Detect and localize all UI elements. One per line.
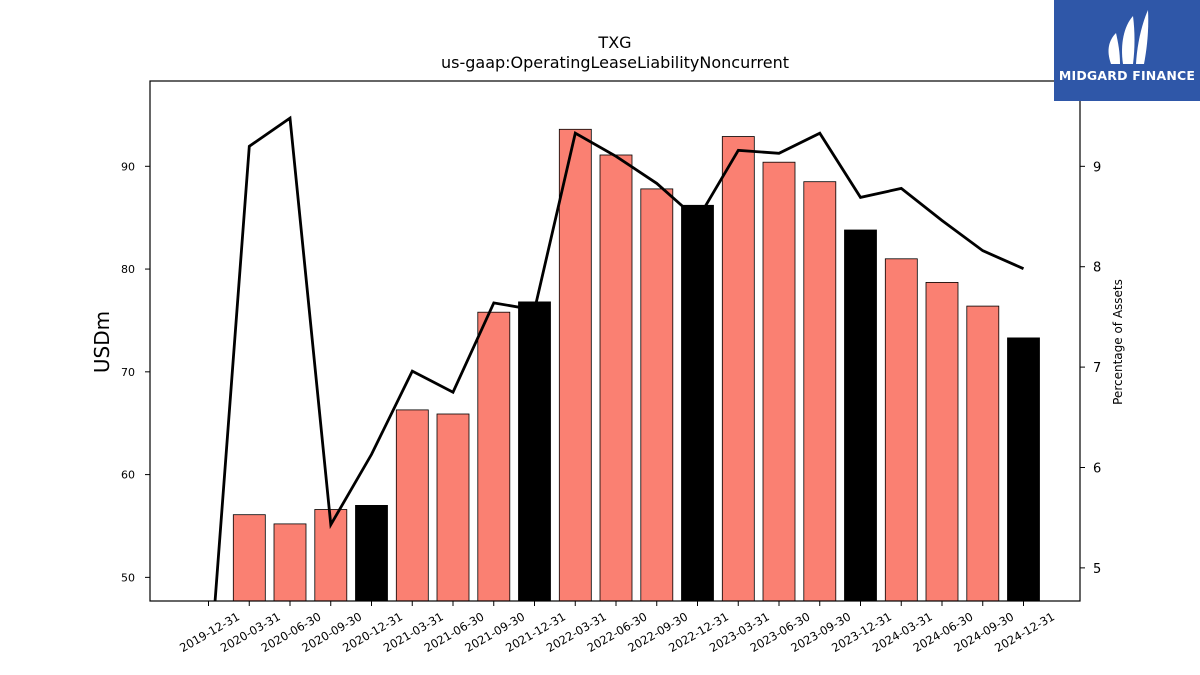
- midgard-logo-icon: [1108, 10, 1149, 64]
- bar-2022-12-31: [681, 204, 714, 602]
- bar-2024-12-31: [1007, 337, 1040, 602]
- y2-tick-label: 5: [1093, 562, 1101, 577]
- bar-2024-06-30: [925, 281, 959, 602]
- bar-2023-06-30: [762, 161, 796, 602]
- percentage-of-assets-line: [213, 115, 1025, 601]
- bar-2022-09-30: [640, 188, 674, 602]
- y-tick-label: 90: [121, 160, 135, 173]
- bar-2024-09-30: [966, 305, 1000, 602]
- y2-axis-label: Percentage of Assets: [1111, 279, 1125, 405]
- y-tick-label: 60: [121, 469, 135, 482]
- bar-2021-03-31: [395, 409, 429, 602]
- y-axis-label: USDm: [90, 311, 114, 373]
- bar-2023-09-30: [803, 181, 837, 602]
- y-tick-label: 80: [121, 263, 135, 276]
- bar-2020-03-31: [232, 514, 266, 602]
- bar-2021-09-30: [477, 311, 511, 602]
- bar-2020-12-31: [355, 504, 388, 602]
- y-tick-label: 70: [121, 366, 135, 379]
- bar-2024-03-31: [884, 258, 918, 602]
- bar-2021-06-30: [436, 413, 470, 602]
- bar-2022-03-31: [558, 128, 592, 602]
- midgard-finance-logo: MIDGARD FINANCE: [1054, 0, 1200, 101]
- bar-2023-12-31: [844, 229, 877, 602]
- y2-tick-label: 8: [1093, 261, 1101, 276]
- y2-tick-label: 6: [1093, 461, 1101, 476]
- y-tick-label: 50: [121, 571, 135, 584]
- bar-2020-06-30: [273, 523, 307, 602]
- plot-frame: [149, 80, 1081, 602]
- chart-subtitle: us-gaap:OperatingLeaseLiabilityNoncurren…: [441, 53, 789, 72]
- bar-2023-03-31: [721, 136, 755, 602]
- bar-2021-12-31: [518, 301, 551, 602]
- chart-title: TXG: [597, 33, 631, 52]
- y2-tick-label: 7: [1093, 361, 1101, 376]
- bar-2022-06-30: [599, 154, 633, 602]
- y2-tick-label: 9: [1093, 160, 1101, 175]
- logo-text: MIDGARD FINANCE: [1058, 68, 1196, 83]
